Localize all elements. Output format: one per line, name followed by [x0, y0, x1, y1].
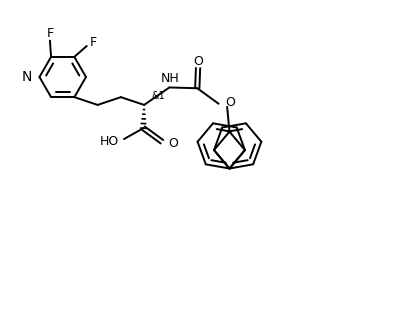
- Text: &1: &1: [151, 91, 165, 101]
- Text: O: O: [193, 54, 203, 68]
- Text: O: O: [226, 96, 235, 109]
- Text: NH: NH: [161, 72, 180, 85]
- Text: HO: HO: [100, 135, 119, 148]
- Text: F: F: [46, 27, 53, 40]
- Text: N: N: [22, 70, 33, 84]
- Text: O: O: [168, 137, 178, 150]
- Text: F: F: [90, 36, 97, 49]
